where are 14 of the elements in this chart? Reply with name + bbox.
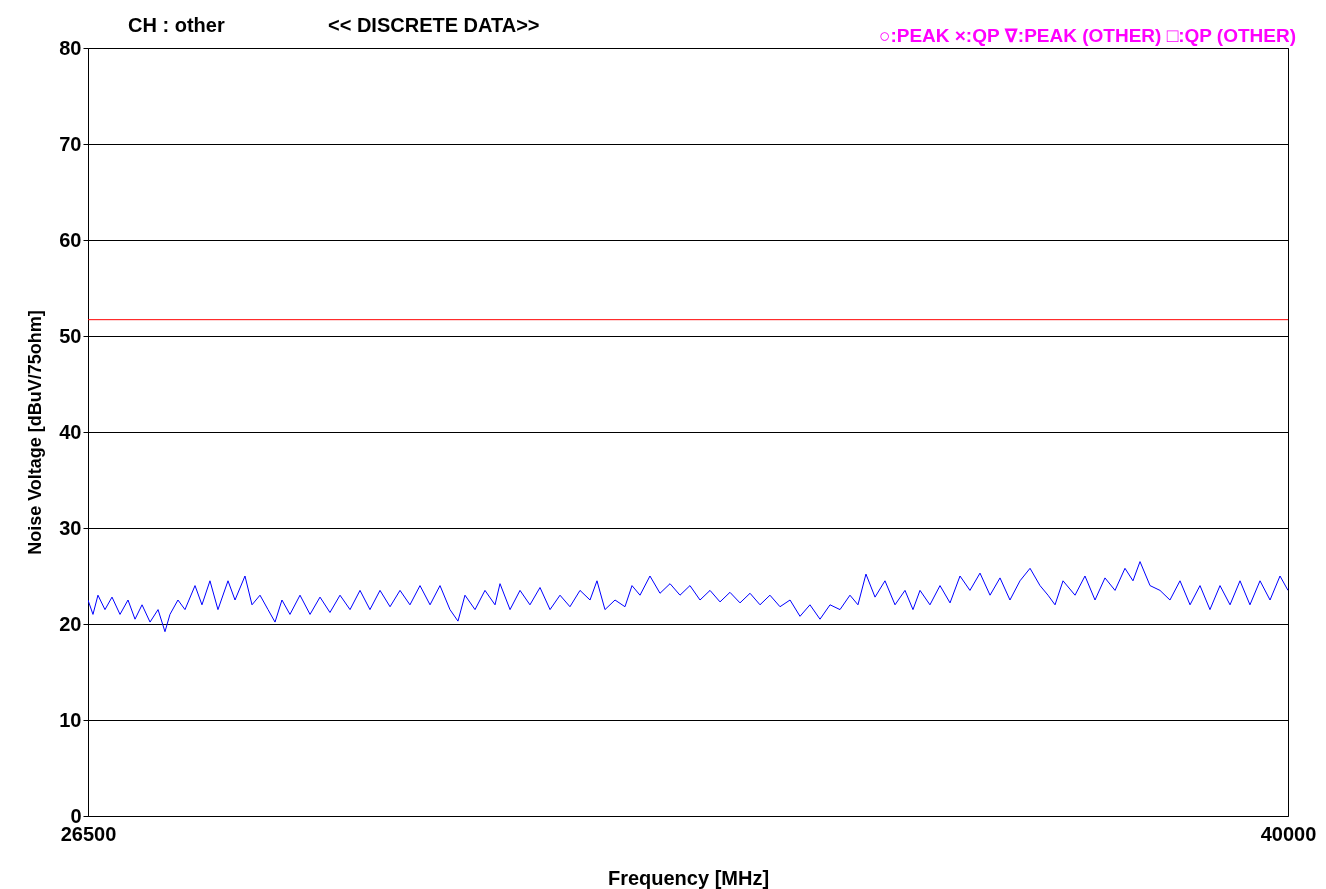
y-tick-label: 20 (59, 612, 82, 635)
chart-title: CH : other (128, 14, 225, 36)
y-tick-label: 80 (59, 36, 82, 59)
text: ○:PEAK ×:QP ∇:PEAK (OTHER) □:QP (OTHER) (878, 25, 1296, 46)
y-tick-label: 60 (59, 228, 82, 251)
y-tick-label: 30 (59, 516, 82, 539)
x-axis-title: Frequency [MHz] (607, 866, 770, 889)
x-tick-label: 40000 (1260, 822, 1317, 845)
y-tick-label: 50 (59, 324, 82, 347)
chart-subtitle: << DISCRETE DATA>> (328, 14, 540, 36)
y-axis-title: Noise Voltage [dBuV/75ohm] (25, 310, 46, 555)
y-tick-label: 40 (59, 420, 82, 443)
y-tick-label: 70 (59, 132, 82, 155)
y-tick-label: 10 (59, 708, 82, 731)
